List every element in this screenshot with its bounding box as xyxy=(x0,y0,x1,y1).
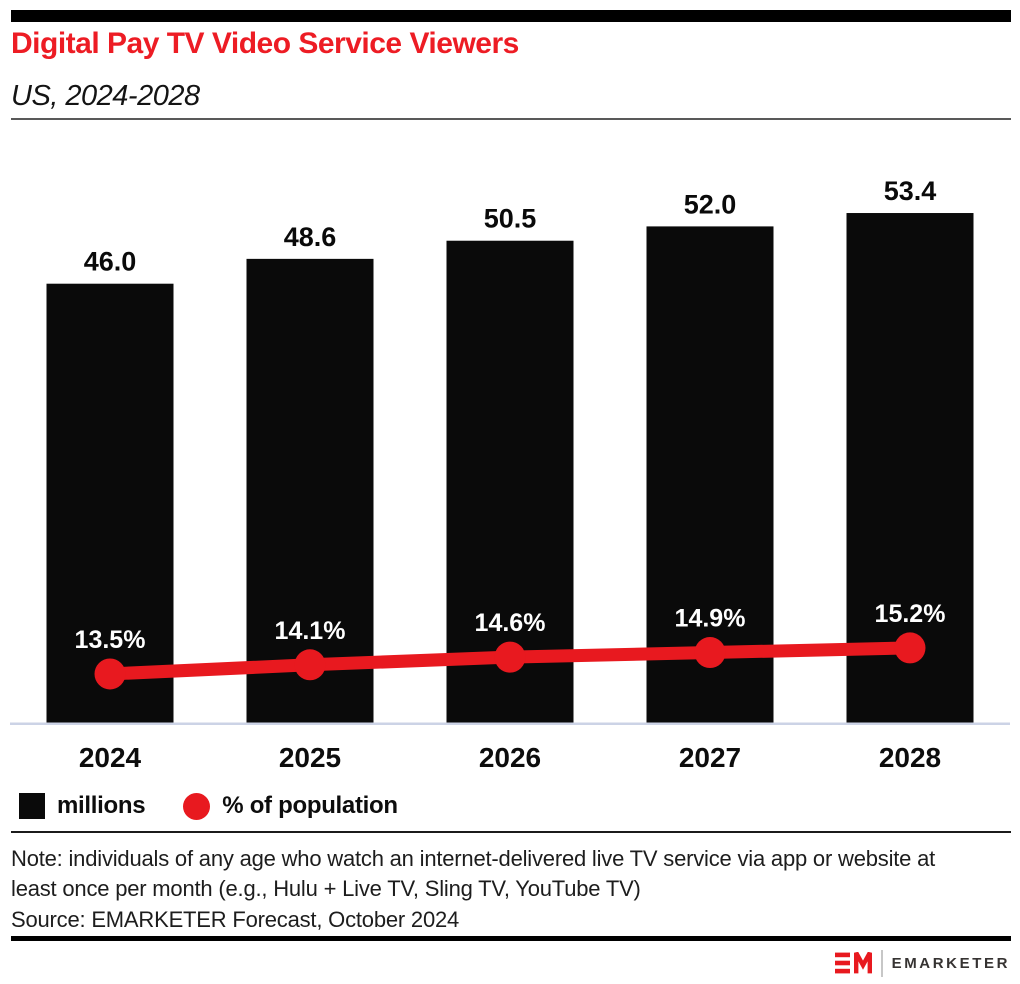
pct-dot-2025 xyxy=(294,649,326,681)
header-rule xyxy=(11,118,1011,120)
chart-area: 46.0 48.6 50.5 52.0 53.4 2024 2025 2026 2027 2028… xyxy=(10,150,1010,775)
legend-label: % of population xyxy=(222,792,398,819)
brand-divider xyxy=(880,949,883,977)
pct-label: 14.1% xyxy=(275,617,346,645)
x-tick-label: 2024 xyxy=(79,742,142,773)
chart-legend: millions % of population xyxy=(19,791,398,821)
pct-dot-2027 xyxy=(694,637,726,669)
x-tick-label: 2026 xyxy=(479,742,541,773)
chart-canvas: 46.0 48.6 50.5 52.0 53.4 2024 2025 2026 2027 2028… xyxy=(10,176,1010,773)
pct-dot-2028 xyxy=(894,632,926,664)
emarketer-logo-icon xyxy=(834,952,872,974)
pct-dot-2024 xyxy=(94,658,126,690)
x-tick-label: 2025 xyxy=(279,742,341,773)
pct-dot-2026 xyxy=(494,641,526,673)
bar-value-label: 46.0 xyxy=(84,247,137,277)
legend-item-millions: millions xyxy=(19,792,146,820)
legend-label: millions xyxy=(57,792,146,819)
bar-value-label: 48.6 xyxy=(284,222,337,252)
bar-value-label: 53.4 xyxy=(884,176,937,206)
note-text: Note: individuals of any age who watch a… xyxy=(11,846,936,901)
pct-label: 14.6% xyxy=(475,609,546,637)
footer-brand: EMARKETER xyxy=(834,948,1010,978)
pct-label: 13.5% xyxy=(75,626,146,654)
x-tick-label: 2027 xyxy=(679,742,741,773)
line-series-swatch-icon xyxy=(183,792,211,820)
bar-value-label: 52.0 xyxy=(684,189,737,219)
source-text: Source: EMARKETER Forecast, October 2024 xyxy=(11,907,460,932)
bar-2024 xyxy=(46,283,174,723)
bar-2025 xyxy=(246,258,374,723)
legend-item-pct-of-population: % of population xyxy=(183,792,398,820)
footer-rule xyxy=(11,936,1011,941)
page-subtitle: US, 2024-2028 xyxy=(11,80,200,112)
bar-series-swatch-icon xyxy=(19,793,45,819)
bar-value-label: 50.5 xyxy=(484,204,537,234)
legend-rule xyxy=(11,831,1011,833)
x-axis-line xyxy=(10,722,1010,725)
pct-label: 14.9% xyxy=(675,605,746,633)
page-title: Digital Pay TV Video Service Viewers xyxy=(11,27,519,60)
pct-label: 15.2% xyxy=(875,600,946,628)
x-tick-label: 2028 xyxy=(879,742,941,773)
top-rule xyxy=(11,10,1011,22)
brand-wordmark: EMARKETER xyxy=(891,954,1010,972)
